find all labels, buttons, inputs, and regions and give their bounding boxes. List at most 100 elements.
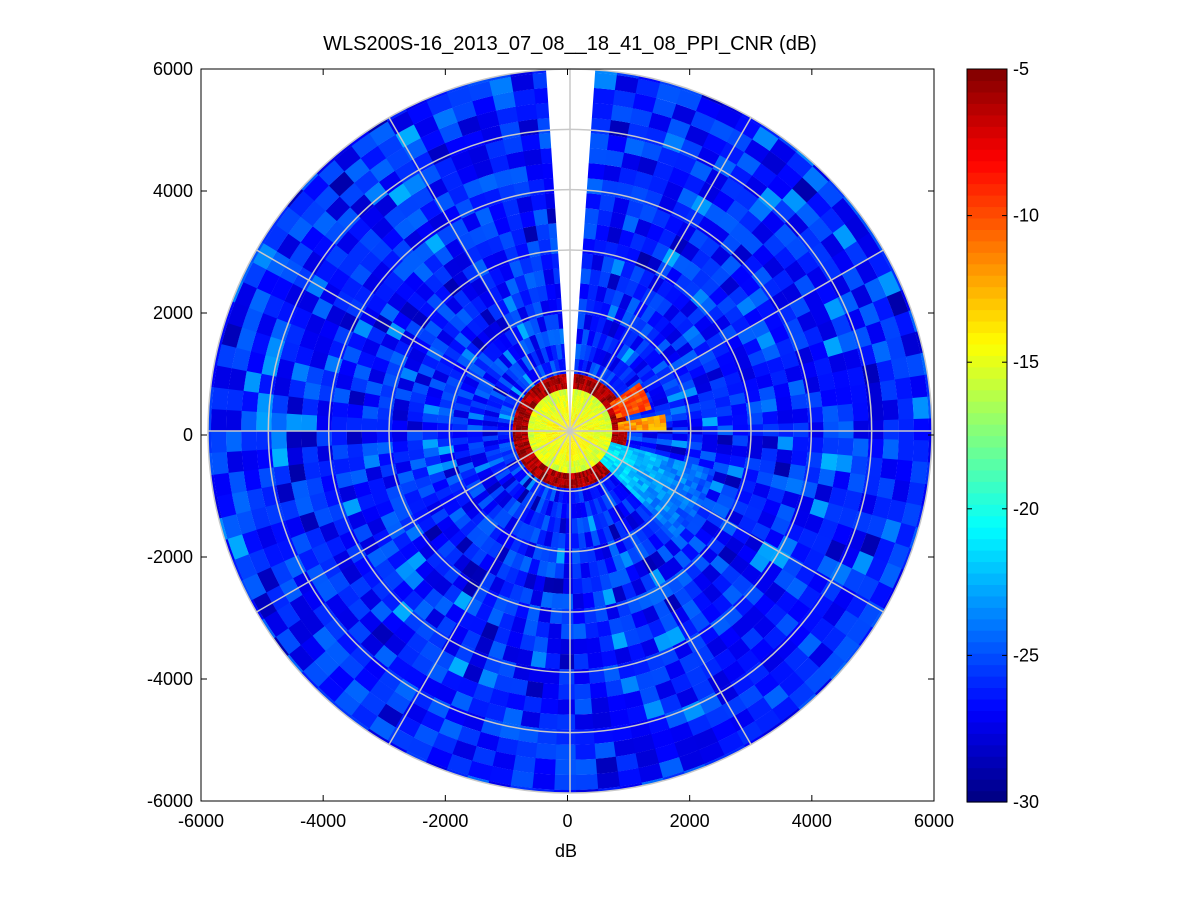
feature-cell	[579, 459, 584, 466]
scan-cell	[672, 433, 688, 442]
feature-cell	[622, 417, 627, 421]
feature-cell	[596, 443, 604, 448]
scan-cell	[488, 456, 505, 468]
scan-cell	[717, 545, 738, 566]
feature-cell	[551, 432, 559, 435]
scan-cell	[676, 89, 703, 112]
feature-cell	[592, 439, 599, 444]
scan-cell	[871, 340, 892, 365]
feature-cell	[692, 476, 701, 485]
feature-cell	[570, 479, 574, 486]
scan-cell	[638, 685, 661, 706]
feature-cell	[656, 482, 665, 490]
scan-cell	[502, 312, 517, 330]
scan-cell	[780, 351, 800, 371]
scan-cell	[562, 578, 573, 595]
feature-cell	[567, 419, 569, 426]
feature-cell	[558, 432, 565, 435]
scan-cell	[462, 473, 480, 487]
scan-cell	[492, 626, 511, 646]
colorbar-segment	[967, 412, 1007, 425]
scan-cell	[639, 406, 656, 416]
scan-cell	[481, 589, 500, 609]
scan-cell	[533, 270, 547, 287]
scan-cell	[454, 198, 476, 219]
scan-cell	[467, 144, 491, 165]
scan-cell	[573, 683, 592, 700]
feature-cell	[550, 385, 555, 393]
scan-cell	[543, 314, 554, 332]
feature-cell	[574, 401, 578, 408]
scan-cell	[486, 399, 503, 410]
scan-cell	[716, 295, 737, 316]
axis-ticks: -6000 -4000 -2000 0 2000 4000 6000-6000-4000-2…	[147, 59, 954, 831]
feature-cell	[583, 415, 590, 420]
scan-cell	[621, 152, 642, 172]
feature-cell	[578, 453, 583, 460]
scan-cell	[270, 275, 294, 301]
feature-cell	[626, 408, 634, 414]
scan-cell	[519, 210, 537, 229]
feature-cell	[598, 439, 605, 443]
feature-cell	[604, 439, 611, 444]
scan-cell	[309, 491, 329, 512]
feature-cell	[551, 463, 556, 470]
feature-cell	[600, 407, 607, 413]
scan-cell	[732, 413, 749, 426]
feature-cell	[542, 417, 549, 422]
feature-cell	[598, 419, 605, 423]
scan-cell	[516, 522, 530, 539]
feature-cell	[579, 396, 584, 403]
feature-cell	[574, 422, 580, 428]
feature-cell	[593, 436, 600, 440]
scan-cell	[715, 105, 743, 130]
scan-cell	[841, 266, 865, 292]
feature-cell	[552, 425, 559, 428]
scan-cell	[775, 396, 793, 412]
feature-cell	[620, 461, 628, 467]
scan-cell	[792, 408, 809, 424]
feature-cell	[580, 374, 585, 379]
feature-cell	[612, 425, 619, 429]
scan-cell	[591, 102, 615, 121]
scan-cell	[606, 694, 627, 713]
x-tick-label: -2000	[422, 811, 468, 831]
scan-cell	[496, 106, 520, 126]
scan-cell	[730, 265, 752, 287]
feature-cell	[522, 460, 527, 465]
scan-cell	[677, 187, 699, 209]
feature-cell	[567, 448, 569, 456]
scan-cell	[698, 349, 717, 366]
feature-cell	[549, 392, 555, 400]
scan-cell	[672, 292, 691, 312]
scan-cell	[716, 443, 733, 456]
scan-cell	[744, 139, 771, 164]
feature-cell	[599, 437, 606, 440]
colorbar-segment	[967, 721, 1007, 734]
scan-cell	[865, 321, 887, 346]
feature-cell	[586, 400, 592, 407]
scan-cell	[492, 337, 508, 354]
feature-cell	[565, 442, 568, 449]
feature-cell	[561, 435, 567, 441]
scan-cell	[430, 507, 449, 525]
feature-cell	[559, 402, 563, 409]
feature-cell	[585, 476, 590, 483]
scan-cell	[431, 337, 450, 354]
feature-cell	[550, 441, 556, 447]
scan-cell	[535, 348, 546, 365]
scan-cell	[844, 308, 867, 333]
feature-cell	[593, 425, 600, 428]
colorbar-segment	[967, 149, 1007, 162]
scan-cell	[258, 372, 277, 395]
scan-cell	[550, 592, 563, 609]
scan-cell	[287, 618, 313, 646]
scan-cell	[407, 410, 424, 422]
scan-cell	[424, 454, 442, 467]
feature-cell	[543, 451, 550, 458]
feature-cell	[585, 385, 590, 393]
scan-cell	[753, 709, 782, 735]
feature-cell	[608, 411, 616, 416]
scan-cell	[724, 305, 745, 325]
scan-cell	[629, 491, 645, 507]
